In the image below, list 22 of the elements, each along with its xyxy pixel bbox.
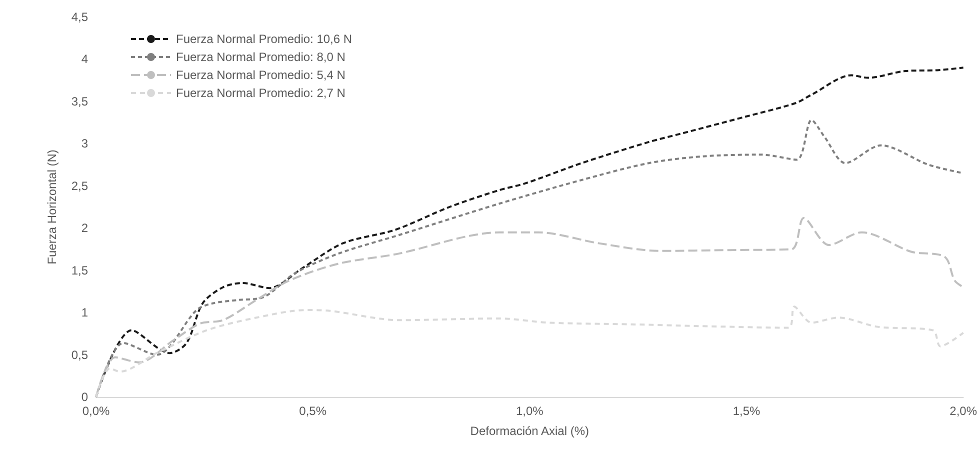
y-tick-label: 1,5 (71, 263, 88, 278)
y-tick-label: 0 (81, 390, 88, 404)
legend-label: Fuerza Normal Promedio: 8,0 N (176, 50, 346, 64)
x-tick-label: 2,0% (950, 404, 978, 418)
y-tick-label: 3,5 (71, 94, 88, 108)
y-tick-label: 2,5 (71, 178, 88, 193)
y-tick-label: 2 (81, 221, 88, 236)
legend-label: Fuerza Normal Promedio: 5,4 N (176, 68, 346, 82)
legend-label: Fuerza Normal Promedio: 2,7 N (176, 86, 346, 100)
legend-label: Fuerza Normal Promedio: 10,6 N (176, 32, 352, 46)
line-series (95, 66, 964, 398)
y-axis-title: Fuerza Horizontal (N) (45, 150, 59, 264)
x-tick-label: 0,5% (299, 404, 327, 418)
y-tick-label: 4 (81, 52, 88, 66)
x-tick-label: 0,0% (82, 404, 110, 418)
x-tick-label: 1,0% (516, 404, 544, 418)
y-tick-label: 3 (81, 136, 88, 151)
y-tick-label: 4,5 (71, 10, 88, 24)
y-tick-label: 1 (81, 306, 88, 320)
y-tick-label: 0,5 (71, 348, 88, 362)
x-axis-title: Deformación Axial (%) (470, 424, 590, 438)
x-tick-label: 1,5% (732, 404, 760, 418)
